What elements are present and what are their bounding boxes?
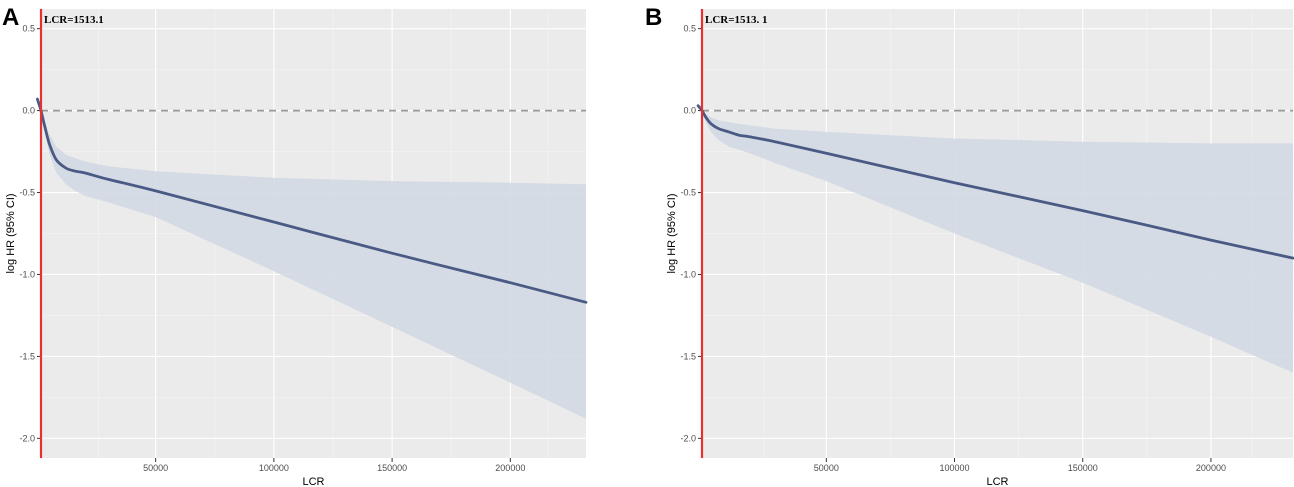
y-tick-label: -0.5 <box>680 188 696 198</box>
y-tick-label: 0.5 <box>22 24 35 34</box>
y-tick-label: -1.0 <box>680 269 696 279</box>
y-tick-label: -0.5 <box>19 188 35 198</box>
panel-b: B 0.5 0.0 -0.5 -1.0 -1.5 -2.0 50000 100000 15000… <box>645 4 1294 487</box>
y-axis-title: log HR (95% CI) <box>666 193 678 273</box>
panel-letter-b: B <box>645 4 662 31</box>
y-tick-label: -1.0 <box>19 269 35 279</box>
x-tick-label: 50000 <box>814 463 839 473</box>
y-tick-label: -2.0 <box>680 433 696 443</box>
y-tick-label: 0.0 <box>683 106 696 116</box>
x-tick-label: 150000 <box>377 463 407 473</box>
x-tick-label: 200000 <box>1196 463 1226 473</box>
confidence-band <box>702 110 1293 373</box>
x-tick-label: 50000 <box>143 463 168 473</box>
x-tick-label: 200000 <box>495 463 525 473</box>
log-hr-line <box>696 104 1294 260</box>
y-axis-title: log HR (95% CI) <box>5 193 17 273</box>
panel-letter-a: A <box>2 4 19 31</box>
x-axis-title: LCR <box>302 476 324 487</box>
log-hr-line <box>36 97 588 304</box>
x-axis-title: LCR <box>986 476 1008 487</box>
panel-a: A 0.5 0.0 -0.5 -1.0 -1.5 -2.0 50000 100000 15000… <box>2 4 588 487</box>
cutoff-label: LCR=1513. 1 <box>705 14 768 26</box>
y-tick-label: 0.5 <box>683 24 696 34</box>
confidence-band <box>41 110 586 419</box>
y-tick-label: -1.5 <box>680 351 696 361</box>
x-tick-label: 100000 <box>940 463 970 473</box>
y-tick-label: 0.0 <box>22 106 35 116</box>
y-tick-label: -1.5 <box>19 351 35 361</box>
x-tick-label: 150000 <box>1068 463 1098 473</box>
x-tick-label: 100000 <box>259 463 289 473</box>
y-tick-label: -2.0 <box>19 433 35 443</box>
cutoff-label: LCR=1513.1 <box>44 14 104 26</box>
